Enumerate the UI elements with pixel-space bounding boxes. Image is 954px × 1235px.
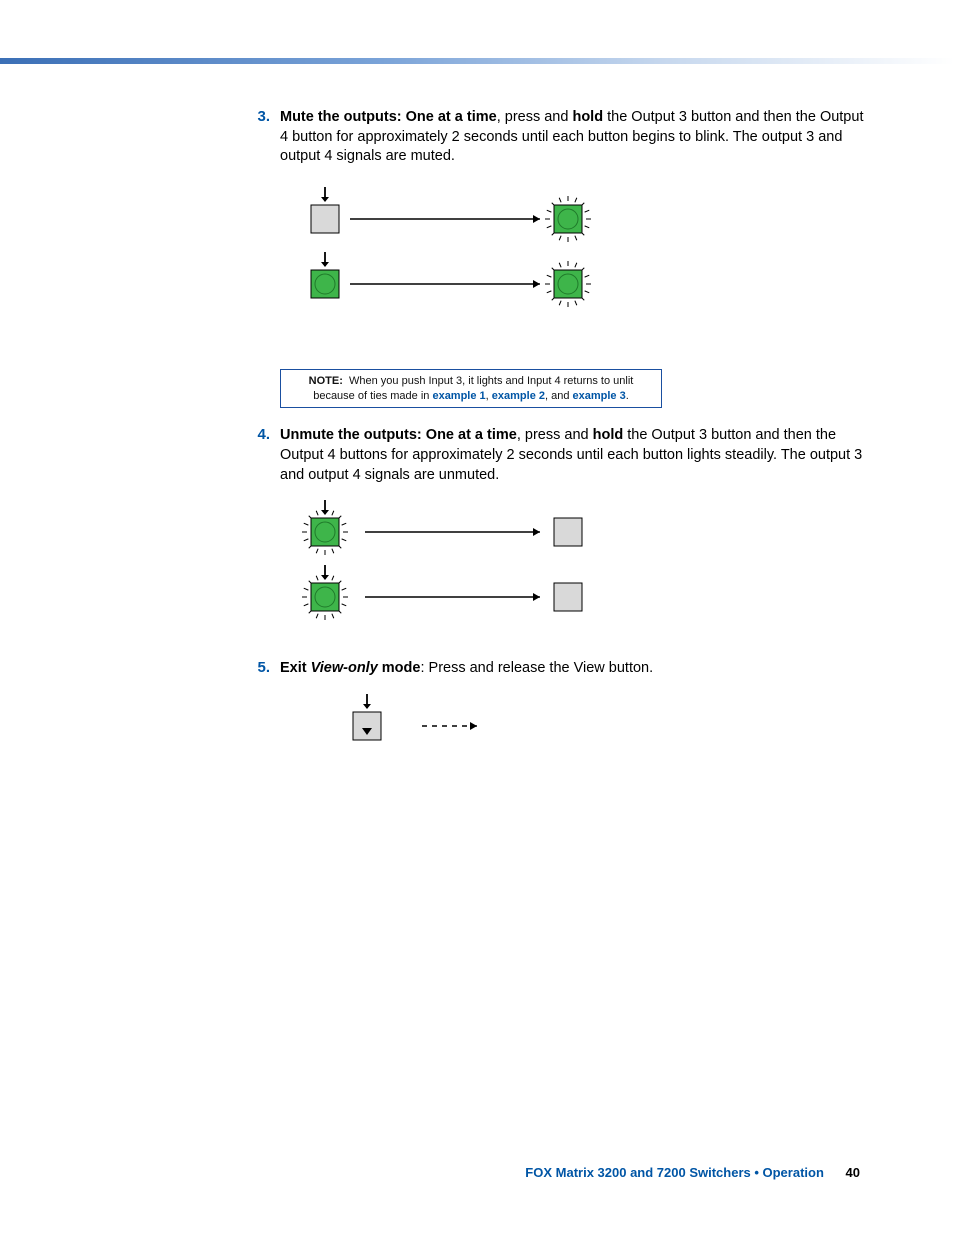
step-text: Mute the outputs: One at a time, press a…	[280, 108, 872, 167]
step-text: Exit View-only mode: Press and release t…	[280, 659, 872, 679]
step-item: 4.Unmute the outputs: One at a time, pre…	[252, 426, 872, 485]
diagram-d3	[322, 691, 522, 761]
step-text: Unmute the outputs: One at a time, press…	[280, 426, 872, 485]
diagram-wrapper: NOTE: When you push Input 3, it lights a…	[280, 179, 872, 409]
diagram-d1	[280, 179, 680, 359]
diagram-wrapper	[280, 497, 872, 641]
step-number: 5.	[252, 659, 280, 679]
header-gradient-bar	[0, 58, 954, 64]
step-item: 5.Exit View-only mode: Press and release…	[252, 659, 872, 679]
step-number: 3.	[252, 108, 280, 167]
page-footer: FOX Matrix 3200 and 7200 Switchers • Ope…	[0, 1165, 860, 1180]
note-box: NOTE: When you push Input 3, it lights a…	[280, 369, 662, 409]
page-content: 3.Mute the outputs: One at a time, press…	[252, 108, 872, 783]
diagram-d2	[280, 497, 680, 637]
footer-page-number: 40	[846, 1165, 860, 1180]
step-item: 3.Mute the outputs: One at a time, press…	[252, 108, 872, 167]
step-number: 4.	[252, 426, 280, 485]
footer-doc-title: FOX Matrix 3200 and 7200 Switchers • Ope…	[525, 1165, 824, 1180]
diagram-wrapper	[322, 691, 872, 765]
